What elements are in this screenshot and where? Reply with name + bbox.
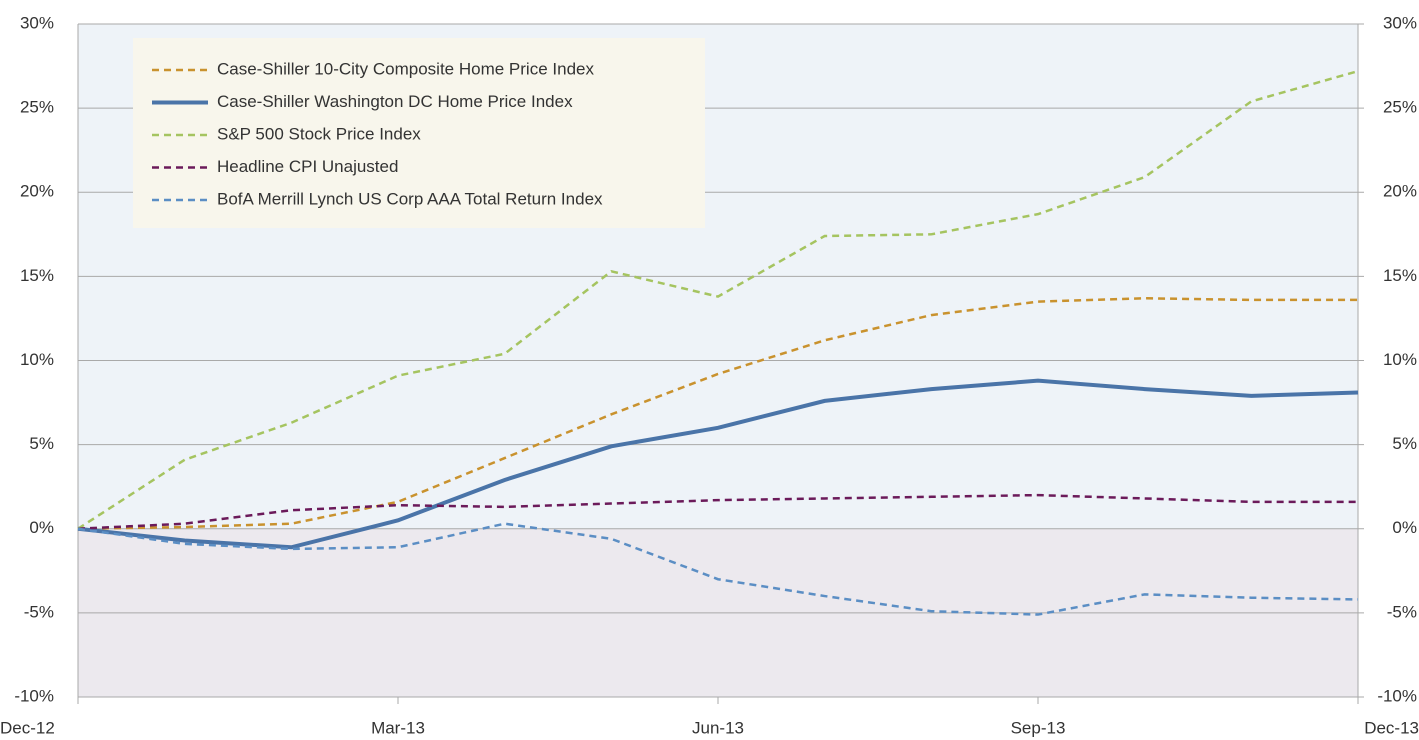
y-tick-label: 5% (29, 434, 54, 453)
y-tick-label: 30% (20, 13, 54, 32)
series-line (77, 69, 1359, 530)
series-line (77, 378, 1359, 550)
y-tick-label: 0% (29, 518, 54, 537)
legend-box (133, 38, 705, 228)
legend-label: Case-Shiller Washington DC Home Price In… (217, 92, 573, 111)
y2-tick-label: 0% (1392, 518, 1417, 537)
series-line (77, 522, 1359, 616)
y-tick-label: -10% (14, 686, 54, 705)
y2-tick-label: 15% (1383, 266, 1417, 285)
series-line (77, 296, 1358, 530)
y-tick-label: 10% (20, 350, 54, 369)
y2-tick-label: 5% (1392, 434, 1417, 453)
y2-tick-label: 10% (1383, 350, 1417, 369)
legend-label: S&P 500 Stock Price Index (217, 124, 421, 143)
y2-tick-label: 25% (1383, 98, 1417, 117)
series-line (77, 493, 1358, 530)
y2-tick-label: -10% (1377, 686, 1417, 705)
y2-tick-label: 20% (1383, 182, 1417, 201)
legend-label: Case-Shiller 10-City Composite Home Pric… (217, 59, 594, 78)
y-tick-label: -5% (24, 602, 54, 621)
x-tick-label: Sep-13 (1011, 718, 1066, 737)
x-tick-label: Mar-13 (371, 718, 425, 737)
legend-label: Headline CPI Unajusted (217, 157, 398, 176)
x-tick-label: Dec-12 (0, 718, 55, 737)
y-tick-label: 20% (20, 182, 54, 201)
x-tick-label: Jun-13 (692, 718, 744, 737)
legend-label: BofA Merrill Lynch US Corp AAA Total Ret… (217, 189, 603, 208)
y-tick-label: 25% (20, 98, 54, 117)
y2-tick-label: -5% (1387, 602, 1417, 621)
y-tick-label: 15% (20, 266, 54, 285)
x-tick-label: Dec-13 (1364, 718, 1419, 737)
y2-tick-label: 30% (1383, 13, 1417, 32)
